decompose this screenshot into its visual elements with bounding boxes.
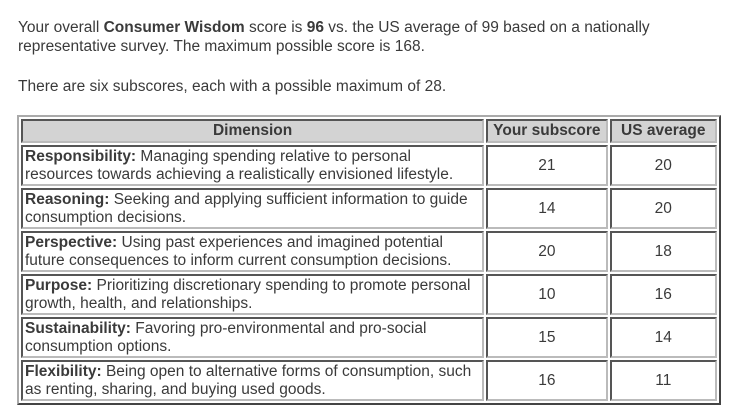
- dimension-name: Sustainability:: [25, 319, 131, 337]
- header-us-average: US average: [609, 119, 717, 143]
- dimension-description: Managing spending relative to personal r…: [25, 147, 454, 183]
- us-average-cell: 20: [609, 145, 717, 186]
- us-average-cell: 11: [609, 360, 717, 401]
- intro-suffix: vs. the US average of 99 based on a nati…: [18, 19, 650, 55]
- us-average-cell: 16: [609, 274, 717, 315]
- dimension-cell: Perspective: Using past experiences and …: [21, 231, 485, 272]
- dimension-description: Favoring pro-environmental and pro-socia…: [25, 319, 427, 355]
- your-subscore-cell: 16: [486, 360, 608, 401]
- table-header-row: Dimension Your subscore US average: [21, 119, 717, 143]
- table-row: Reasoning: Seeking and applying sufficie…: [21, 188, 717, 229]
- dimension-description: Using past experiences and imagined pote…: [25, 233, 452, 269]
- intro-prefix: Your overall: [18, 19, 104, 36]
- dimension-cell: Reasoning: Seeking and applying sufficie…: [21, 188, 485, 229]
- dimension-description: Prioritizing discretionary spending to p…: [25, 276, 471, 312]
- overall-score: 96: [306, 19, 324, 36]
- us-average-cell: 18: [609, 231, 717, 272]
- your-subscore-cell: 21: [486, 145, 608, 186]
- your-subscore-cell: 20: [486, 231, 608, 272]
- table-row: Perspective: Using past experiences and …: [21, 231, 717, 272]
- table-row: Sustainability: Favoring pro-environment…: [21, 317, 717, 358]
- intro-mid: score is: [244, 19, 307, 36]
- table-row: Responsibility: Managing spending relati…: [21, 145, 717, 186]
- dimension-name: Flexibility:: [25, 362, 102, 380]
- us-average-cell: 14: [609, 317, 717, 358]
- your-subscore-cell: 14: [486, 188, 608, 229]
- header-your-subscore: Your subscore: [486, 119, 608, 143]
- dimension-name: Reasoning:: [25, 190, 110, 208]
- header-dimension: Dimension: [21, 119, 485, 143]
- score-name: Consumer Wisdom: [103, 19, 245, 36]
- dimension-name: Perspective:: [25, 233, 118, 251]
- your-subscore-cell: 10: [486, 274, 608, 315]
- us-average-cell: 20: [609, 188, 717, 229]
- overall-score-text: Your overall Consumer Wisdom score is 96…: [18, 18, 718, 56]
- dimension-name: Responsibility:: [25, 147, 137, 165]
- your-subscore-cell: 15: [486, 317, 608, 358]
- dimension-cell: Purpose: Prioritizing discretionary spen…: [21, 274, 485, 315]
- dimension-description: Being open to alternative forms of consu…: [25, 362, 472, 398]
- dimension-cell: Sustainability: Favoring pro-environment…: [21, 317, 485, 358]
- dimension-cell: Flexibility: Being open to alternative f…: [21, 360, 485, 401]
- subscores-note: There are six subscores, each with a pos…: [18, 78, 447, 95]
- dimension-cell: Responsibility: Managing spending relati…: [21, 145, 485, 186]
- subscore-table: Dimension Your subscore US average Respo…: [17, 115, 721, 405]
- dimension-description: Seeking and applying sufficient informat…: [25, 190, 468, 226]
- dimension-name: Purpose:: [25, 276, 93, 294]
- table-row: Purpose: Prioritizing discretionary spen…: [21, 274, 717, 315]
- table-row: Flexibility: Being open to alternative f…: [21, 360, 717, 401]
